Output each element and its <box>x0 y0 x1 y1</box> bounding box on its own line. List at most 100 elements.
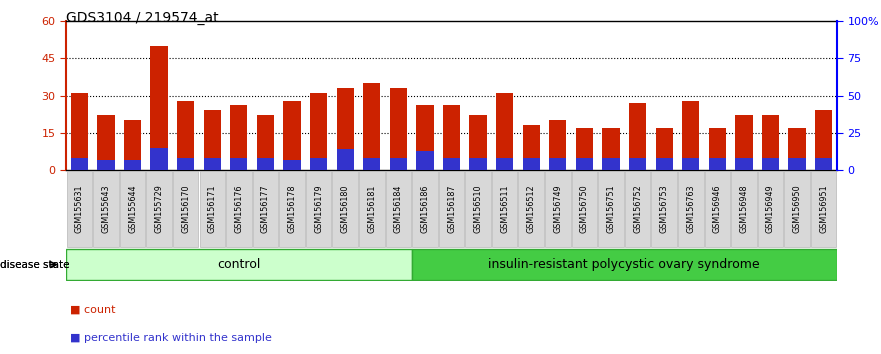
Text: GSM156753: GSM156753 <box>660 184 669 233</box>
Bar <box>443 158 460 170</box>
Bar <box>389 88 407 170</box>
Text: GSM156951: GSM156951 <box>819 184 828 233</box>
Text: ■ percentile rank within the sample: ■ percentile rank within the sample <box>70 333 272 343</box>
FancyBboxPatch shape <box>173 171 198 247</box>
Bar <box>815 110 833 170</box>
Bar <box>470 115 486 170</box>
FancyBboxPatch shape <box>279 171 305 247</box>
FancyBboxPatch shape <box>439 171 464 247</box>
Bar <box>736 158 752 170</box>
Bar <box>256 158 274 170</box>
Text: GSM156171: GSM156171 <box>208 184 217 233</box>
FancyBboxPatch shape <box>306 171 331 247</box>
FancyBboxPatch shape <box>811 171 836 247</box>
Text: disease state: disease state <box>0 259 70 270</box>
FancyBboxPatch shape <box>545 171 571 247</box>
FancyBboxPatch shape <box>598 171 624 247</box>
Bar <box>70 158 88 170</box>
Text: GSM156177: GSM156177 <box>261 184 270 233</box>
Text: GSM155643: GSM155643 <box>101 184 110 233</box>
FancyBboxPatch shape <box>651 171 677 247</box>
Bar <box>655 128 673 170</box>
FancyBboxPatch shape <box>386 171 411 247</box>
Text: ■ count: ■ count <box>70 305 116 315</box>
FancyBboxPatch shape <box>332 171 358 247</box>
Bar <box>256 115 274 170</box>
Text: GSM156950: GSM156950 <box>793 184 802 233</box>
Bar <box>151 148 167 170</box>
Text: GSM155631: GSM155631 <box>75 184 84 233</box>
Text: GSM156184: GSM156184 <box>394 185 403 233</box>
FancyBboxPatch shape <box>199 171 225 247</box>
Bar <box>708 158 726 170</box>
Text: disease state: disease state <box>0 259 70 270</box>
FancyBboxPatch shape <box>67 171 93 247</box>
Bar <box>284 101 300 170</box>
Text: GDS3104 / 219574_at: GDS3104 / 219574_at <box>66 11 218 25</box>
FancyBboxPatch shape <box>572 171 597 247</box>
Bar <box>97 115 115 170</box>
Bar <box>151 46 167 170</box>
Bar <box>576 128 593 170</box>
Bar <box>177 101 195 170</box>
Bar <box>682 101 700 170</box>
Text: GSM155644: GSM155644 <box>128 184 137 233</box>
Text: GSM156749: GSM156749 <box>553 184 562 233</box>
Text: GSM156179: GSM156179 <box>315 184 323 233</box>
Bar <box>417 150 433 170</box>
Bar <box>603 128 619 170</box>
Bar <box>124 160 141 170</box>
Bar <box>389 158 407 170</box>
FancyBboxPatch shape <box>519 171 544 247</box>
Bar <box>629 158 647 170</box>
Bar <box>66 250 411 280</box>
Text: GSM156750: GSM156750 <box>580 184 589 233</box>
Text: GSM156510: GSM156510 <box>474 184 483 233</box>
Bar <box>70 93 88 170</box>
Bar <box>496 158 514 170</box>
Bar <box>522 125 540 170</box>
Bar <box>470 158 486 170</box>
Bar <box>655 158 673 170</box>
Text: GSM156949: GSM156949 <box>766 184 775 233</box>
Bar <box>496 93 514 170</box>
Bar <box>682 158 700 170</box>
Bar <box>417 105 433 170</box>
Text: GSM156948: GSM156948 <box>739 184 749 233</box>
Bar <box>310 158 327 170</box>
Text: GSM156511: GSM156511 <box>500 184 509 233</box>
Text: GSM156186: GSM156186 <box>420 185 429 233</box>
FancyBboxPatch shape <box>731 171 757 247</box>
FancyBboxPatch shape <box>226 171 252 247</box>
Text: control: control <box>218 258 261 271</box>
Bar <box>411 250 837 280</box>
Bar <box>363 83 381 170</box>
Bar <box>603 158 619 170</box>
Text: GSM156751: GSM156751 <box>606 184 616 233</box>
Bar <box>177 158 195 170</box>
Text: GSM156187: GSM156187 <box>447 184 456 233</box>
Bar <box>815 158 833 170</box>
Bar <box>124 120 141 170</box>
Bar <box>204 110 221 170</box>
Bar <box>522 158 540 170</box>
Text: GSM156752: GSM156752 <box>633 184 642 233</box>
Bar <box>762 115 779 170</box>
FancyBboxPatch shape <box>758 171 783 247</box>
FancyBboxPatch shape <box>412 171 438 247</box>
Bar <box>97 160 115 170</box>
Text: GSM155729: GSM155729 <box>154 184 164 233</box>
Text: insulin-resistant polycystic ovary syndrome: insulin-resistant polycystic ovary syndr… <box>488 258 760 271</box>
Bar <box>310 93 327 170</box>
FancyBboxPatch shape <box>492 171 517 247</box>
Bar <box>762 158 779 170</box>
Text: GSM156181: GSM156181 <box>367 185 376 233</box>
Text: GSM156178: GSM156178 <box>287 184 297 233</box>
FancyBboxPatch shape <box>146 171 172 247</box>
FancyBboxPatch shape <box>359 171 384 247</box>
Bar <box>576 158 593 170</box>
Bar <box>549 158 566 170</box>
Bar <box>788 158 806 170</box>
FancyBboxPatch shape <box>465 171 491 247</box>
Text: GSM156176: GSM156176 <box>234 184 243 233</box>
